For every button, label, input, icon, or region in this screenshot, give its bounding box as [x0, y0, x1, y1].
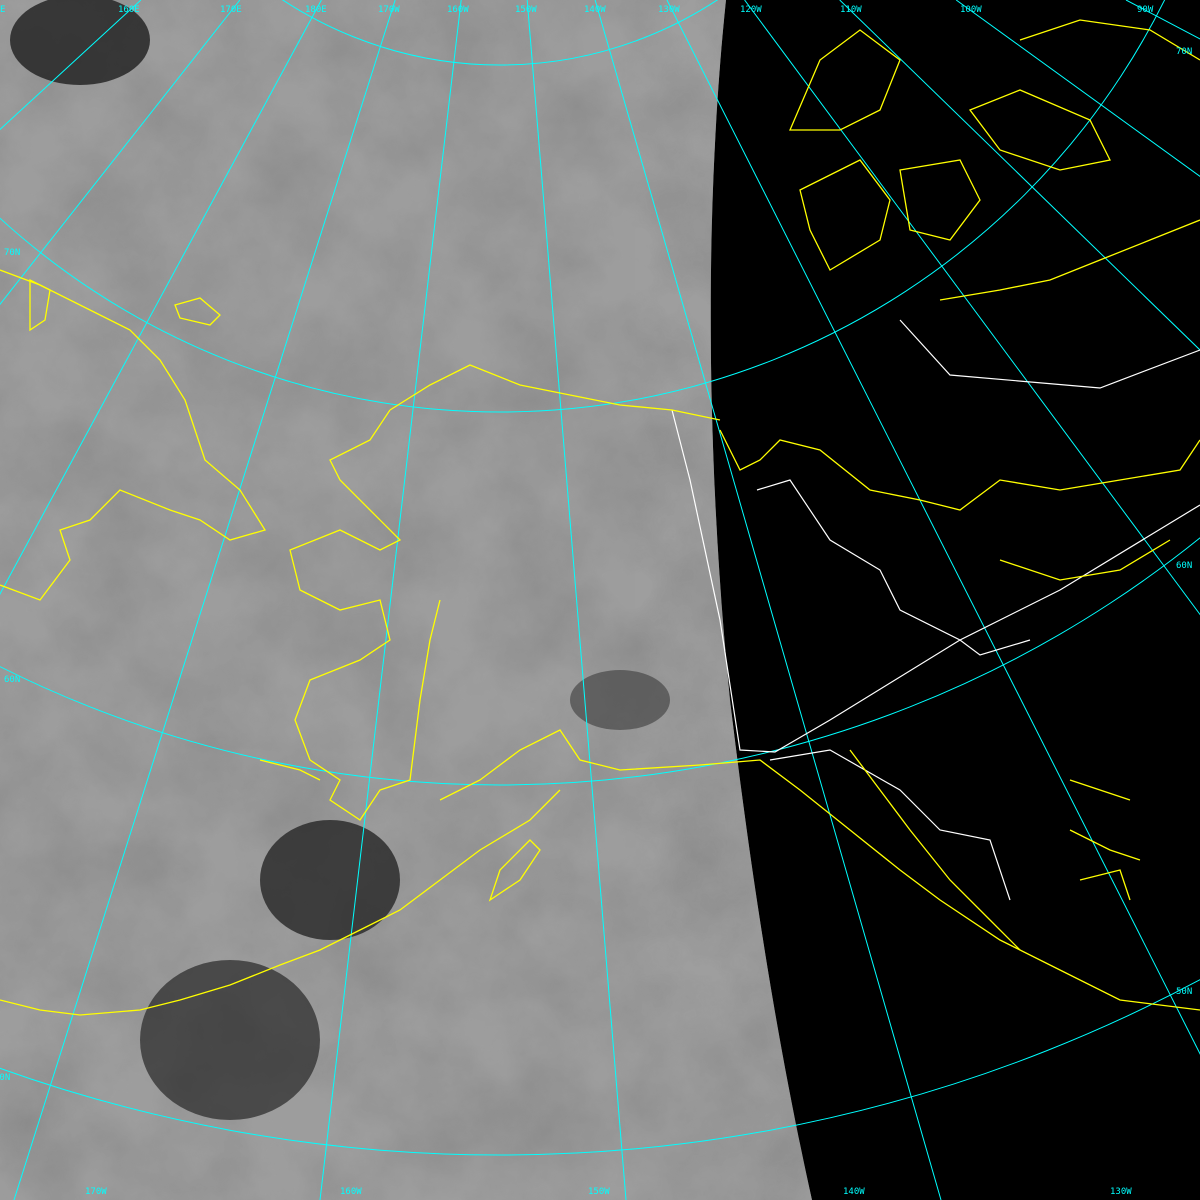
- meridian-line: [666, 0, 1200, 1055]
- bottom-label: 130W: [1110, 1187, 1132, 1197]
- latitude-line: [0, 0, 1166, 413]
- political-borders: [671, 319, 1200, 901]
- top-label: 160E: [118, 5, 140, 15]
- top-label: 180E: [305, 5, 327, 15]
- meridian-line: [13, 0, 396, 1200]
- meridian-line: [594, 0, 942, 1200]
- top-label: 170W: [378, 5, 400, 15]
- latitude-line: [0, 536, 1200, 786]
- top-label: 100W: [960, 5, 982, 15]
- bottom-label: 160W: [340, 1187, 362, 1197]
- top-label: 110W: [840, 5, 862, 15]
- right-label: 70N: [1176, 47, 1193, 57]
- latitude-line: [0, 978, 1200, 1156]
- top-label: 90W: [1137, 5, 1154, 15]
- coastlines: [0, 19, 1200, 1016]
- meridian-line: [0, 0, 241, 306]
- meridian-line: [0, 0, 322, 595]
- bottom-label: 140W: [843, 1187, 865, 1197]
- top-label: E: [0, 5, 6, 15]
- right-label: 60N: [1176, 561, 1193, 571]
- meridian-line: [839, 0, 1200, 351]
- top-label: 150W: [515, 5, 537, 15]
- top-label: 130W: [658, 5, 680, 15]
- meridian-line: [526, 0, 627, 1200]
- meridian-line: [319, 0, 462, 1200]
- left-label: 50N: [0, 1073, 11, 1083]
- top-label: 170E: [220, 5, 242, 15]
- left-label: 70N: [4, 248, 21, 258]
- latitude-line: [282, 0, 718, 66]
- top-label: 120W: [740, 5, 762, 15]
- left-label: 60N: [4, 675, 21, 685]
- bottom-label: 170W: [85, 1187, 107, 1197]
- meridian-line: [744, 0, 1200, 616]
- bottom-label: 150W: [588, 1187, 610, 1197]
- right-label: 50N: [1176, 987, 1193, 997]
- top-label: 140W: [584, 5, 606, 15]
- top-label: 160W: [447, 5, 469, 15]
